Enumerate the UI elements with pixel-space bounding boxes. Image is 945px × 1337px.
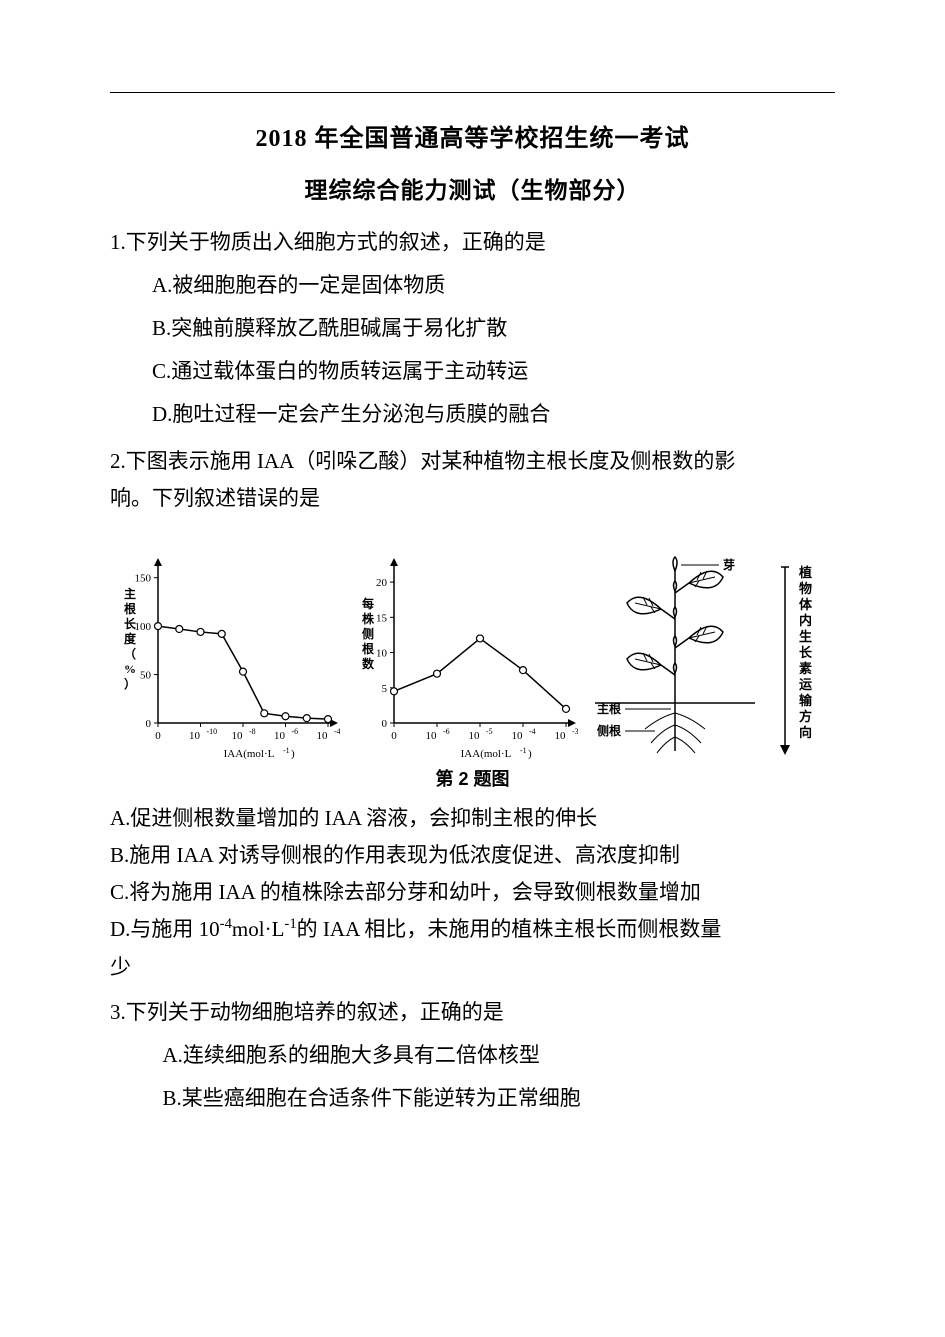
svg-text:20: 20 <box>376 577 388 589</box>
q2-d-sup2: -1 <box>284 916 296 932</box>
svg-text:-4: -4 <box>529 727 536 736</box>
page: 2018 年全国普通高等学校招生统一考试 理综综合能力测试（生物部分） 1.下列… <box>0 0 945 1337</box>
svg-text:长: 长 <box>799 645 813 660</box>
svg-text:%: % <box>124 662 136 676</box>
svg-text:度: 度 <box>124 631 137 646</box>
svg-text:100: 100 <box>135 621 152 633</box>
svg-text:10: 10 <box>189 730 201 742</box>
svg-text:数: 数 <box>362 656 375 671</box>
exam-title: 2018 年全国普通高等学校招生统一考试 <box>110 118 835 153</box>
svg-text:长: 长 <box>124 616 137 631</box>
svg-text:方: 方 <box>799 709 812 724</box>
svg-text:植: 植 <box>798 565 812 580</box>
exam-subtitle: 理综综合能力测试（生物部分） <box>110 171 835 205</box>
svg-text:): ) <box>291 748 295 760</box>
q2-stem-line2: 响。下列叙述错误的是 <box>110 477 835 520</box>
q1-stem: 1.下列关于物质出入细胞方式的叙述，正确的是 <box>110 221 835 264</box>
svg-text:根: 根 <box>362 641 374 656</box>
svg-text:（: （ <box>124 646 136 661</box>
chart2: 0 5 10 15 20 0 10 -6 10 -5 10 -4 10 -3 IAA(mol·L -1) 每株侧… <box>348 558 578 763</box>
svg-text:10: 10 <box>376 648 388 660</box>
svg-text:IAA(mol·L: IAA(mol·L <box>224 748 275 760</box>
svg-text:0: 0 <box>155 730 161 742</box>
svg-text:株: 株 <box>362 611 375 626</box>
q1-option-c: C.通过载体蛋白的物质转运属于主动转运 <box>152 350 835 393</box>
chart1-wrap: 0 50 100 150 0 10 -10 10 -8 10 -6 10 -4 IAA(mol·L -1) 主… <box>110 558 340 763</box>
svg-text:内: 内 <box>799 613 812 628</box>
svg-text:IAA(mol·L: IAA(mol·L <box>460 748 511 760</box>
svg-text:10: 10 <box>232 730 244 742</box>
svg-text:50: 50 <box>140 670 152 682</box>
svg-text:10: 10 <box>468 730 480 742</box>
plant-diagram-wrap: 芽主根侧根 植物体内生长素运输方向 <box>585 553 835 763</box>
svg-text:芽: 芽 <box>723 557 735 572</box>
svg-text:10: 10 <box>425 730 437 742</box>
svg-text:体: 体 <box>799 597 813 612</box>
svg-text:0: 0 <box>391 730 397 742</box>
svg-text:10: 10 <box>317 730 329 742</box>
svg-text:-10: -10 <box>207 727 218 736</box>
q2-d-sup1: -4 <box>220 916 232 932</box>
svg-text:): ) <box>528 748 532 760</box>
top-rule <box>110 92 835 93</box>
q2-figure-caption: 第 2 题图 <box>110 765 835 791</box>
q2-d-mid: mol·L <box>232 917 285 941</box>
svg-text:主: 主 <box>124 586 136 601</box>
svg-text:侧根: 侧根 <box>597 723 621 738</box>
svg-text:根: 根 <box>124 601 136 616</box>
svg-text:10: 10 <box>511 730 523 742</box>
svg-text:-4: -4 <box>334 727 340 736</box>
q2-d-suffix: 的 IAA 相比，未施用的植株主根长而侧根数量 <box>297 917 722 941</box>
svg-text:主根: 主根 <box>597 701 621 716</box>
q3-option-b: B.某些癌细胞在合适条件下能逆转为正常细胞 <box>163 1077 836 1120</box>
plant-diagram: 芽主根侧根 植物体内生长素运输方向 <box>585 553 835 763</box>
q2-d-prefix: D.与施用 10 <box>110 917 220 941</box>
svg-text:10: 10 <box>274 730 286 742</box>
svg-text:-5: -5 <box>486 727 493 736</box>
svg-text:向: 向 <box>799 725 812 740</box>
svg-text:10: 10 <box>554 730 566 742</box>
q2-option-d-line2: 少 <box>110 946 835 989</box>
svg-text:生: 生 <box>799 629 812 644</box>
q3-option-a: A.连续细胞系的细胞大多具有二倍体核型 <box>163 1034 836 1077</box>
svg-text:150: 150 <box>135 573 152 585</box>
svg-text:每: 每 <box>362 596 374 611</box>
svg-text:侧: 侧 <box>362 626 374 641</box>
q1-option-d: D.胞吐过程一定会产生分泌泡与质膜的融合 <box>152 393 835 436</box>
svg-text:0: 0 <box>381 718 387 730</box>
chart2-wrap: 0 5 10 15 20 0 10 -6 10 -5 10 -4 10 -3 IAA(mol·L -1) 每株侧… <box>348 558 578 763</box>
svg-text:-3: -3 <box>572 727 578 736</box>
q1-option-a: A.被细胞胞吞的一定是固体物质 <box>152 264 835 307</box>
svg-text:）: ） <box>124 676 136 691</box>
svg-text:0: 0 <box>146 718 152 730</box>
svg-text:-1: -1 <box>520 746 527 755</box>
q3-stem: 3.下列关于动物细胞培养的叙述，正确的是 <box>110 991 835 1034</box>
svg-text:输: 输 <box>799 693 813 708</box>
svg-text:15: 15 <box>376 613 388 625</box>
svg-text:物: 物 <box>799 581 812 596</box>
chart1: 0 50 100 150 0 10 -10 10 -8 10 -6 10 -4 IAA(mol·L -1) 主… <box>110 558 340 763</box>
svg-text:素: 素 <box>799 661 812 676</box>
q2-figure-row: 050100150010-1010-810-610-4IAA(mol·L-1)主… <box>110 528 835 763</box>
q1-option-b: B.突触前膜释放乙酰胆碱属于易化扩散 <box>152 307 835 350</box>
svg-text:-6: -6 <box>292 727 299 736</box>
svg-text:-1: -1 <box>283 746 290 755</box>
svg-text:-6: -6 <box>443 727 450 736</box>
svg-text:运: 运 <box>799 677 812 692</box>
svg-text:-8: -8 <box>249 727 256 736</box>
svg-text:5: 5 <box>381 683 387 695</box>
